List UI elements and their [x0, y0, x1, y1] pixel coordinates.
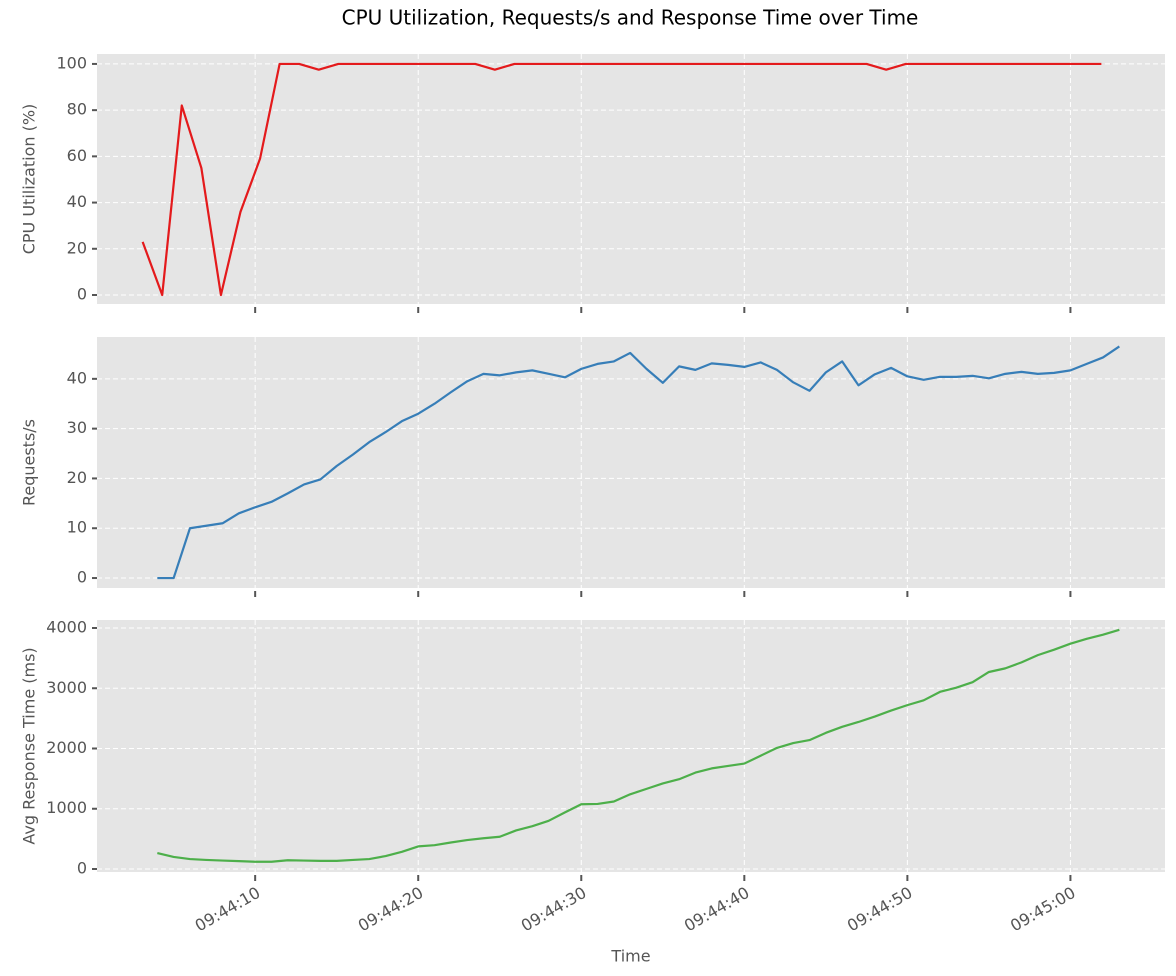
y-axis-label: Requests/s — [20, 419, 39, 506]
y-tick-label: 4000 — [46, 618, 87, 637]
y-tick-label: 0 — [77, 284, 87, 303]
chart-title: CPU Utilization, Requests/s and Response… — [342, 6, 919, 30]
x-axis-label: Time — [610, 947, 650, 966]
y-tick-label: 40 — [67, 192, 87, 211]
data-line — [157, 345, 1120, 580]
y-tick-label: 3000 — [46, 678, 87, 697]
y-tick-label: 20 — [67, 238, 87, 257]
y-tick-label: 80 — [67, 100, 87, 119]
y-tick-label: 30 — [67, 418, 87, 437]
y-tick-label: 100 — [56, 53, 87, 72]
x-tick-label: 09:44:10 — [192, 883, 264, 935]
x-tick-label: 09:44:20 — [355, 883, 427, 935]
plot-area — [97, 620, 1165, 872]
x-tick-label: 09:45:00 — [1007, 883, 1079, 935]
y-tick-label: 20 — [67, 468, 87, 487]
y-tick-label: 40 — [67, 368, 87, 387]
x-tick-label: 09:44:40 — [681, 883, 753, 935]
y-axis-label: CPU Utilization (%) — [20, 104, 39, 255]
data-line — [157, 628, 1120, 863]
y-tick-label: 2000 — [46, 738, 87, 757]
x-tick-label: 09:44:30 — [518, 883, 590, 935]
y-axis-label: Avg Response Time (ms) — [20, 647, 39, 844]
data-line — [141, 62, 1102, 297]
y-tick-label: 10 — [67, 518, 87, 537]
y-tick-label: 0 — [77, 858, 87, 877]
plot-area — [97, 54, 1165, 304]
y-tick-label: 60 — [67, 146, 87, 165]
y-tick-label: 0 — [77, 568, 87, 587]
y-tick-label: 1000 — [46, 798, 87, 817]
x-tick-label: 09:44:50 — [844, 883, 916, 935]
